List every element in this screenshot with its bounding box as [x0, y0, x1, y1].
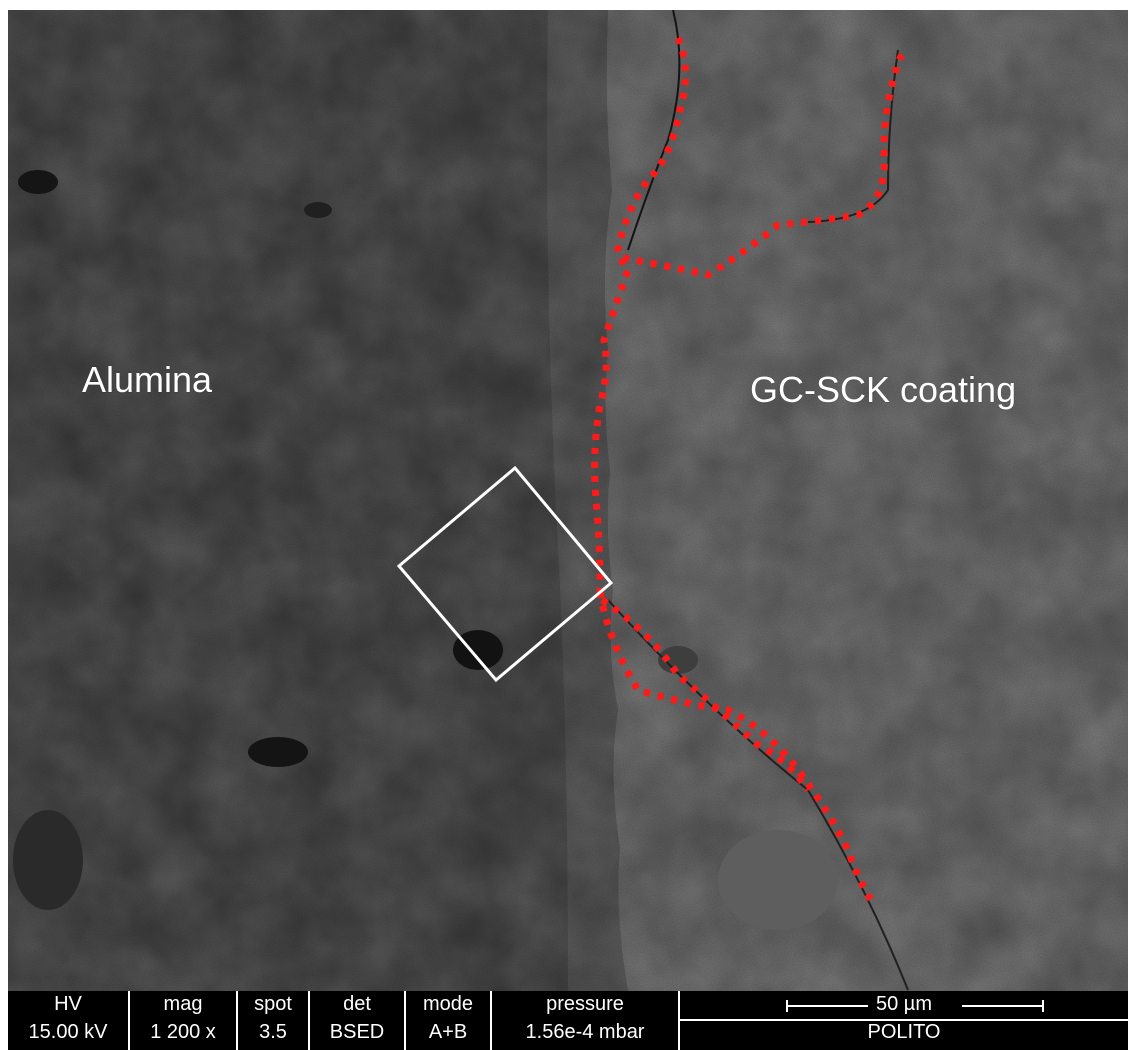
hv-value: 15.00 kV	[28, 1021, 108, 1043]
inspection-box	[396, 465, 614, 683]
mode-header: mode	[422, 993, 474, 1015]
coating-label: GC-SCK coating	[750, 369, 1017, 410]
sem-micrograph: Alumina GC-SCK coating HV 15.00 kV mag 1…	[8, 10, 1128, 1050]
scale-bar-line-right	[962, 1005, 1044, 1007]
scale-divider	[680, 1019, 1128, 1021]
hv-header: HV	[54, 993, 82, 1015]
scale-bar-label: 50 µm	[876, 993, 932, 1015]
mode-value: A+B	[428, 1021, 468, 1043]
det-header: det	[343, 993, 371, 1015]
pressure-value: 1.56e-4 mbar	[525, 1021, 645, 1043]
databar-hv: HV 15.00 kV	[8, 991, 130, 1050]
databar-mode: mode A+B	[406, 991, 492, 1050]
databar-pressure: pressure 1.56e-4 mbar	[492, 991, 680, 1050]
alumina-label: Alumina	[82, 359, 213, 400]
interface-boundary-lines	[591, 36, 905, 907]
mag-value: 1 200 x	[150, 1021, 216, 1043]
databar-mag: mag 1 200 x	[130, 991, 238, 1050]
databar-det: det BSED	[310, 991, 406, 1050]
scale-bar-line-left	[786, 1005, 868, 1007]
micrograph-image	[8, 10, 1128, 991]
mag-header: mag	[163, 993, 203, 1015]
databar-spot: spot 3.5	[238, 991, 310, 1050]
sem-databar: HV 15.00 kV mag 1 200 x spot 3.5 det BSE…	[8, 991, 1128, 1050]
scale-bar-cell: 50 µm POLITO	[680, 991, 1128, 1050]
institution-label: POLITO	[867, 1021, 941, 1043]
pressure-header: pressure	[546, 993, 624, 1015]
spot-value: 3.5	[259, 1021, 287, 1043]
det-value: BSED	[329, 1021, 385, 1043]
spot-header: spot	[254, 993, 292, 1015]
scale-bar-tick-right	[1042, 1000, 1044, 1012]
